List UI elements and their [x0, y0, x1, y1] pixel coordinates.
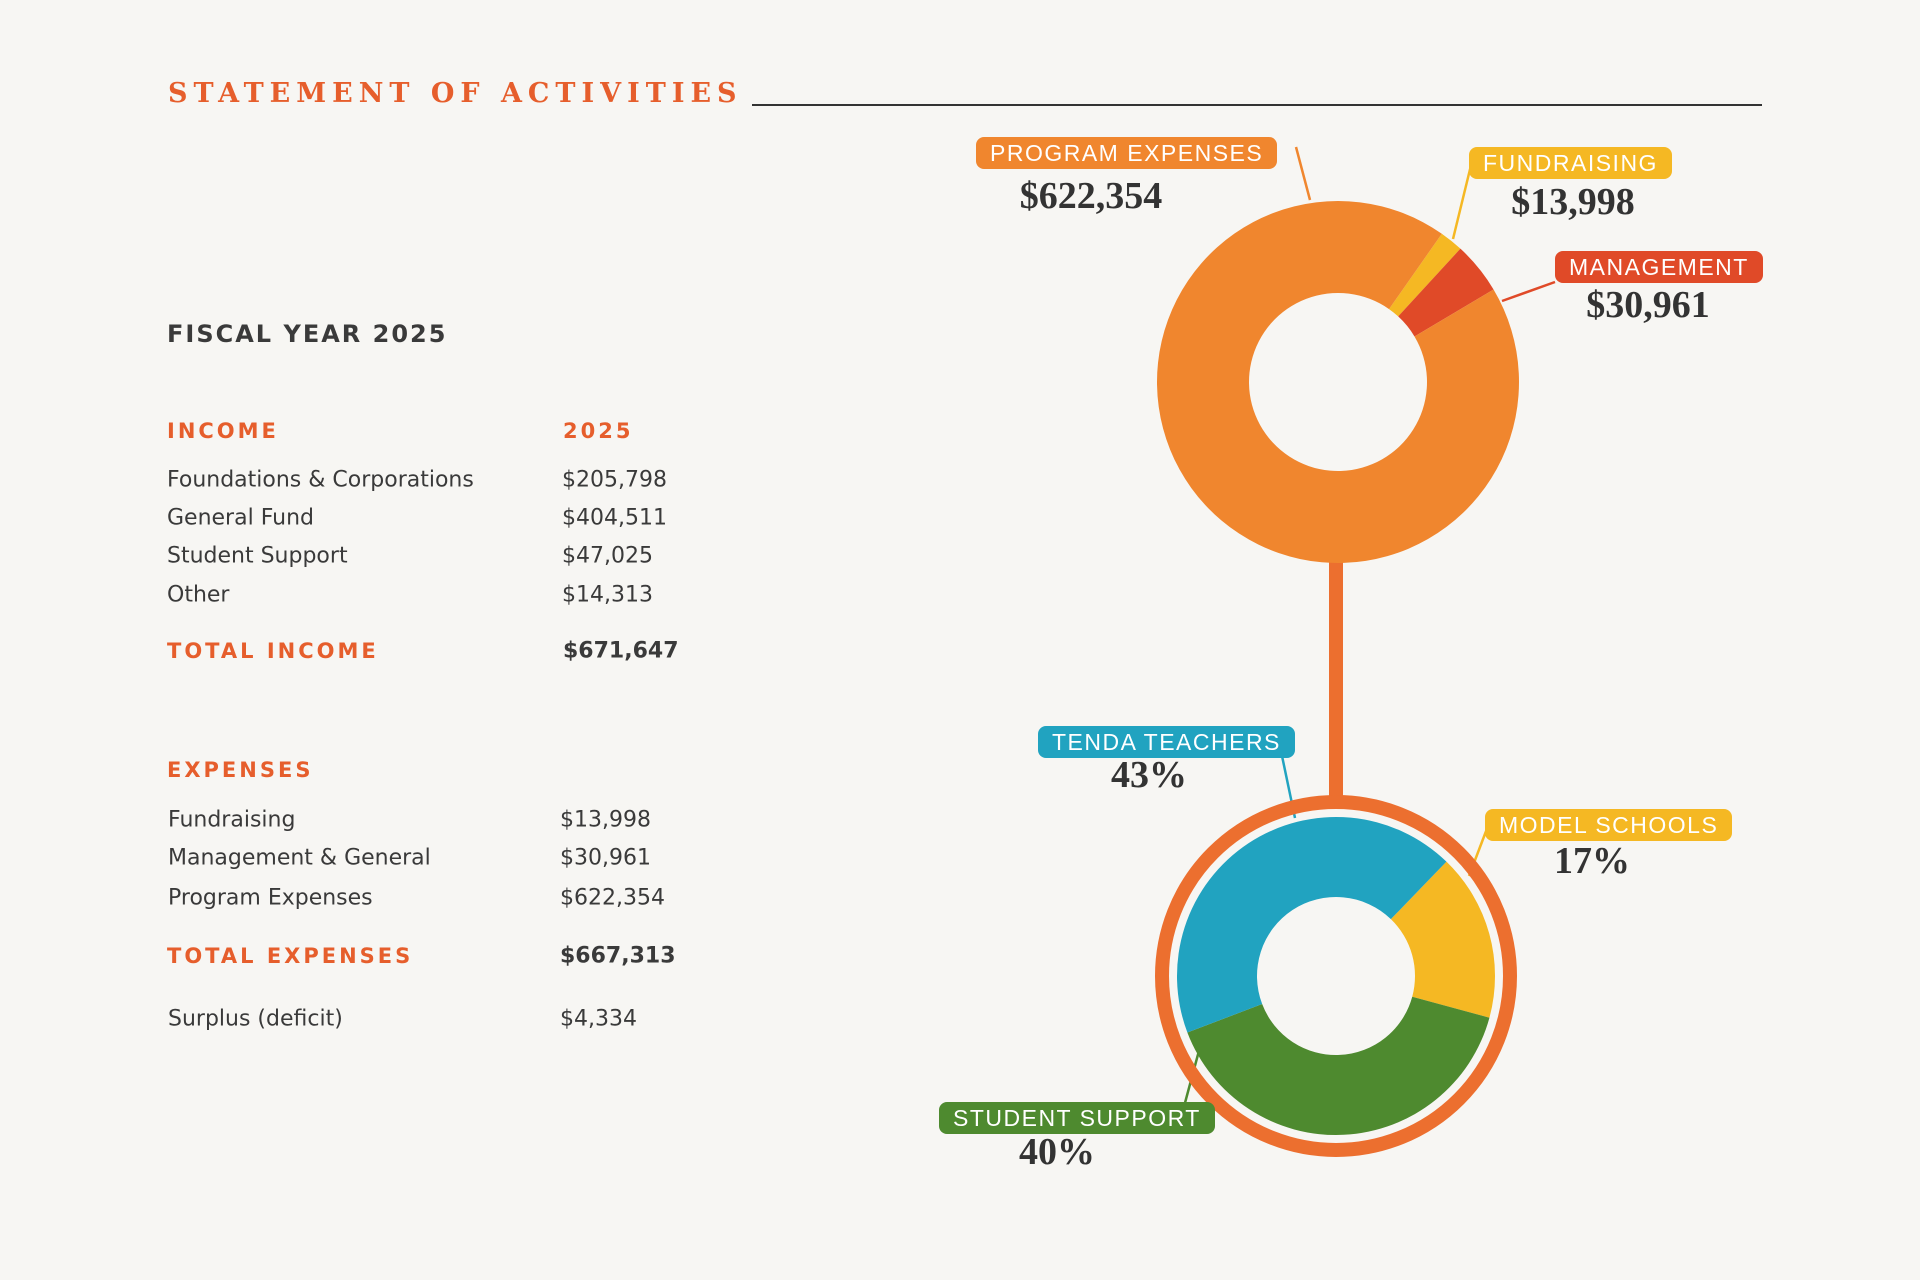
- leader-program-expenses: [1294, 146, 1312, 201]
- slice-tenda-teachers: [1176, 817, 1447, 1033]
- income-row-label: General Fund: [167, 505, 314, 531]
- value-student-support: 40%: [1019, 1131, 1095, 1173]
- total-expenses-label: TOTAL EXPENSES: [167, 944, 414, 968]
- expense-row-value: $13,998: [560, 807, 651, 833]
- expense-row-label: Program Expenses: [168, 885, 373, 911]
- label-program-expenses: PROGRAM EXPENSES: [976, 137, 1278, 169]
- value-program-expenses: $622,354: [1019, 175, 1163, 217]
- year-heading: 2025: [563, 419, 634, 443]
- label-model-schools: MODEL SCHOOLS: [1485, 809, 1733, 841]
- expense-row-label: Fundraising: [168, 807, 296, 833]
- expense-row-value: $622,354: [560, 885, 665, 911]
- total-income-value: $671,647: [563, 638, 679, 664]
- leader-management: [1501, 280, 1556, 303]
- label-tenda-teachers: TENDA TEACHERS: [1038, 726, 1295, 758]
- value-fundraising: $13,998: [1511, 181, 1635, 223]
- slice-program-expenses: [1157, 200, 1519, 563]
- slice-model-schools: [1390, 861, 1496, 1018]
- title-rule: [752, 104, 1762, 106]
- value-management: $30,961: [1586, 284, 1710, 326]
- total-income-label: TOTAL INCOME: [167, 639, 379, 663]
- outer-ring: [1155, 795, 1517, 1157]
- income-row-label: Other: [167, 582, 230, 608]
- slice-student-support: [1187, 996, 1490, 1135]
- slice-management: [1398, 248, 1494, 337]
- surplus-value: $4,334: [560, 1006, 637, 1032]
- income-row-label: Student Support: [167, 543, 348, 569]
- expense-row-label: Management & General: [168, 845, 431, 871]
- slice-fundraising: [1389, 233, 1461, 317]
- value-model-schools: 17%: [1554, 840, 1630, 882]
- surplus-label: Surplus (deficit): [168, 1006, 343, 1032]
- income-row-value: $205,798: [562, 467, 667, 493]
- income-row-value: $14,313: [562, 582, 653, 608]
- label-student-support: STUDENT SUPPORT: [939, 1102, 1215, 1134]
- expenses-heading: EXPENSES: [167, 758, 314, 782]
- page-title: STATEMENT OF ACTIVITIES: [168, 78, 743, 109]
- total-expenses-value: $667,313: [560, 943, 676, 969]
- expense-row-value: $30,961: [560, 845, 651, 871]
- income-row-value: $47,025: [562, 543, 653, 569]
- income-heading: INCOME: [167, 419, 279, 443]
- label-fundraising: FUNDRAISING: [1469, 147, 1672, 179]
- income-row-value: $404,511: [562, 505, 667, 531]
- income-row-label: Foundations & Corporations: [167, 467, 474, 493]
- label-management: MANAGEMENT: [1555, 251, 1763, 283]
- value-tenda-teachers: 43%: [1111, 754, 1187, 796]
- fiscal-year-heading: FISCAL YEAR 2025: [167, 320, 448, 348]
- chart-connector: [1329, 555, 1343, 800]
